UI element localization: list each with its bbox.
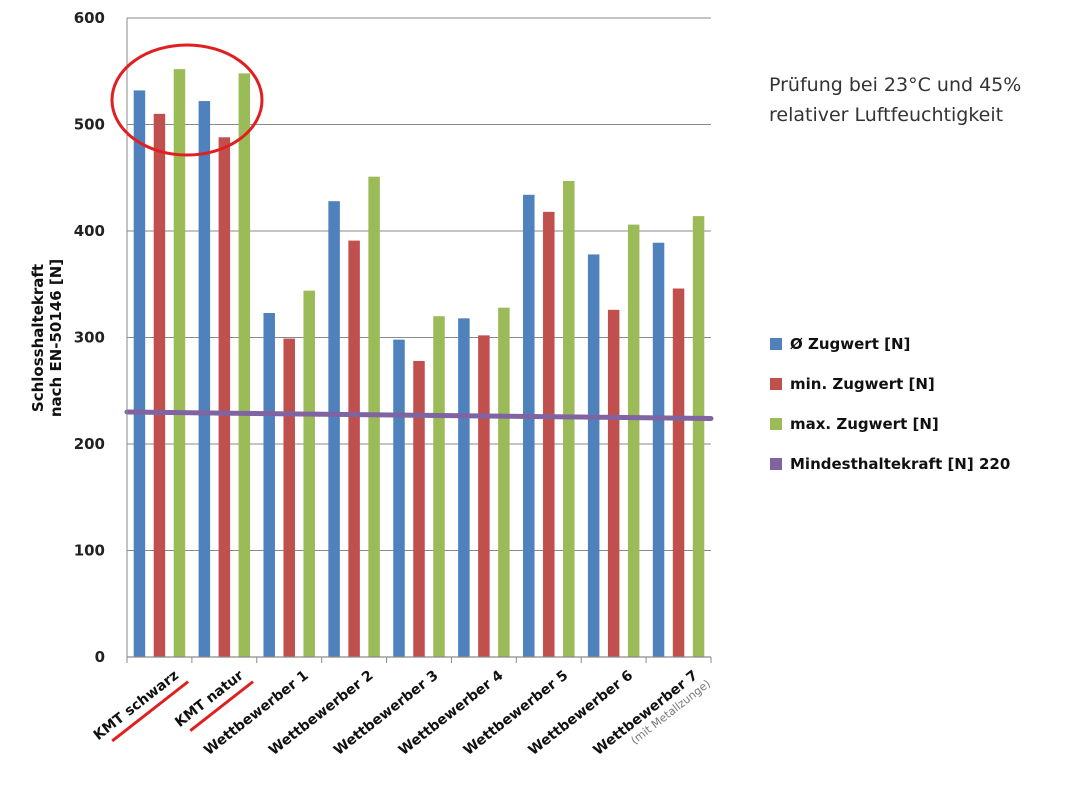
category-label-8: Wettbewerber 6 [526,668,636,759]
highlight-circle [110,43,264,157]
bar-3-series-1 [263,313,275,657]
legend-swatch-minimum-force [770,458,782,470]
y-tick-label-100: 100 [74,542,105,560]
category-label-9: Wettbewerber 7 [591,668,701,759]
bar-1-series-1 [133,90,146,658]
category-label-5: Wettbewerber 3 [331,668,441,759]
bar-1-series-3 [173,69,186,658]
bar-9-series-3 [692,216,705,657]
y-tick-label-600: 600 [74,9,105,27]
bar-9-series-1 [652,242,665,657]
bar-3-series-2 [283,338,295,657]
bar-8-series-2 [607,309,620,657]
y-tick-label-0: 0 [95,648,105,666]
legend-swatch-min [770,378,782,390]
legend-swatch-max [770,418,782,430]
category-underline-2 [189,680,254,732]
y-tick-label-200: 200 [74,435,105,453]
bar-6-series-3 [498,307,510,657]
legend-label-avg: Ø Zugwert [N] [790,335,911,353]
x-axis [126,18,712,663]
bar-9-series-2 [672,288,685,657]
y-tick-label-400: 400 [74,222,105,240]
note-line-2: relativer Luftfeuchtigkeit [769,104,1004,126]
legend-item-min: min. Zugwert [N] [770,370,1010,398]
category-label-3: Wettbewerber 1 [201,668,311,759]
bar-7-series-1 [523,194,535,658]
legend: Ø Zugwert [N] min. Zugwert [N] max. Zugw… [770,330,1010,490]
bar-5-series-1 [393,339,405,657]
bar-3-series-3 [303,290,315,657]
bar-5-series-3 [433,316,445,657]
legend-label-max: max. Zugwert [N] [790,415,939,433]
y-tick-label-500: 500 [74,116,105,134]
y-axis-label-line-1: Schlosshaltekraft [29,264,47,412]
bar-5-series-2 [413,360,425,657]
bars [133,69,705,658]
legend-swatch-avg [770,338,782,350]
legend-label-min: min. Zugwert [N] [790,375,935,393]
legend-item-minimum-force: Mindesthaltekraft [N] 220 [770,450,1010,478]
reference-line [124,409,714,421]
bar-8-series-1 [587,254,600,657]
category-label-6: Wettbewerber 4 [396,667,507,758]
category-label-1: KMT schwarz [91,668,182,744]
bar-4-series-1 [328,201,340,657]
bar-2-series-2 [218,137,231,657]
category-label-4: Wettbewerber 2 [266,668,376,759]
y-axis-label: Schlosshaltekraft nach EN-50146 [N] [29,259,65,417]
legend-item-max: max. Zugwert [N] [770,410,1010,438]
y-tick-labels: 0 100 200 300 400 500 600 [74,9,105,666]
note-line-1: Prüfung bei 23°C und 45% [769,74,1022,96]
bar-6-series-1 [458,318,470,657]
bar-2-series-1 [198,101,211,657]
legend-label-minimum-force: Mindesthaltekraft [N] 220 [790,455,1011,473]
y-tick-label-300: 300 [74,329,105,347]
category-label-7: Wettbewerber 5 [461,668,571,759]
y-axis-label-line-2: nach EN-50146 [N] [47,259,65,417]
reference-line-group [124,409,714,421]
test-conditions-note: Prüfung bei 23°C und 45% relativer Luftf… [769,70,1021,130]
category-underline-1 [111,680,190,743]
bar-6-series-2 [478,335,490,657]
bar-1-series-2 [153,113,166,658]
bar-8-series-3 [627,224,640,658]
legend-item-avg: Ø Zugwert [N] [770,330,1010,358]
bar-2-series-3 [238,73,251,657]
bar-4-series-2 [348,240,360,657]
bar-7-series-2 [543,211,555,657]
